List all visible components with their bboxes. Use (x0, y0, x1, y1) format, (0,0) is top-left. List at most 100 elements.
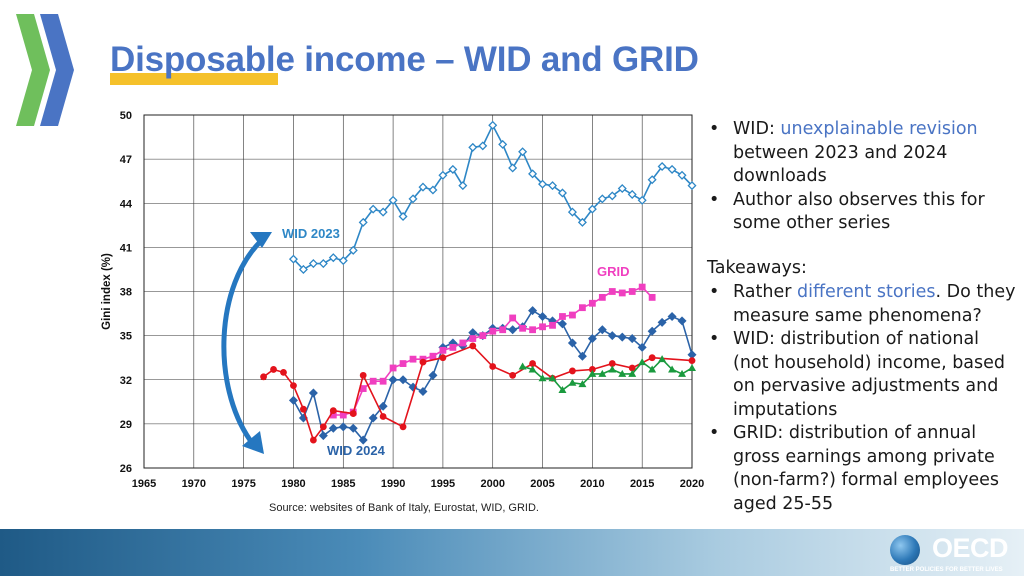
data-point (559, 313, 566, 320)
x-tick-label: 2015 (630, 478, 654, 490)
data-point (657, 317, 667, 327)
data-point (508, 325, 518, 335)
data-point (439, 346, 447, 354)
data-point (578, 380, 587, 388)
top-bullets: WID: unexplainable revision between 2023… (707, 118, 1019, 236)
revision-arrowtail (250, 232, 272, 248)
data-point (318, 431, 328, 441)
data-point (528, 365, 537, 373)
data-point (429, 352, 437, 360)
data-point (398, 211, 408, 222)
data-point (479, 332, 487, 340)
x-tick-label: 1995 (431, 478, 455, 490)
data-point (528, 169, 538, 179)
data-point (339, 411, 347, 419)
data-point (418, 182, 428, 192)
data-point (409, 355, 417, 363)
data-point (608, 288, 616, 295)
data-point (618, 369, 627, 377)
data-point (567, 338, 577, 348)
data-point (529, 360, 536, 367)
revision-arrowhead (242, 431, 264, 454)
x-tick-label: 1970 (182, 478, 206, 490)
data-point (647, 326, 657, 336)
x-tick-label: 1990 (381, 478, 405, 490)
x-tick-label: 1985 (331, 478, 355, 490)
data-point (548, 374, 557, 382)
chart-annotation: GRID (597, 264, 630, 279)
data-point (489, 327, 497, 335)
data-point (587, 204, 597, 214)
data-point (298, 264, 308, 274)
data-point (597, 325, 607, 335)
data-point (438, 170, 448, 180)
data-point (587, 334, 597, 344)
data-point (577, 217, 587, 227)
data-point (597, 194, 607, 204)
data-point (579, 304, 586, 312)
x-tick-label: 2020 (680, 478, 704, 490)
data-point (588, 369, 597, 377)
chevron-right-icon (40, 14, 74, 126)
data-point (617, 184, 627, 194)
oecd-wordmark: OECD (932, 533, 1009, 563)
data-point (270, 366, 277, 373)
data-point (379, 377, 387, 385)
data-point (668, 365, 677, 373)
data-point (389, 364, 397, 372)
data-point (469, 342, 477, 350)
data-point (488, 120, 498, 130)
data-point (348, 423, 358, 433)
data-point (607, 331, 617, 341)
data-point (637, 342, 647, 352)
data-point (657, 161, 667, 171)
data-point (638, 283, 646, 291)
data-point (529, 326, 536, 334)
data-point (588, 366, 596, 373)
takeaways-heading: Takeaways: (707, 257, 807, 278)
data-point (539, 323, 546, 331)
data-point (598, 369, 607, 377)
data-point (557, 319, 567, 329)
data-point (628, 369, 637, 377)
revision-arrow (221, 237, 265, 443)
data-point (667, 164, 677, 174)
y-tick-label: 38 (120, 287, 132, 299)
series-wid-2023 (288, 120, 697, 274)
footer-bar (0, 529, 1024, 576)
y-tick-label: 26 (120, 463, 132, 475)
data-point (509, 314, 517, 322)
data-point (627, 189, 637, 199)
data-point (329, 407, 337, 415)
chart-annotation: WID 2024 (327, 443, 386, 458)
data-point (359, 371, 367, 379)
data-point (569, 311, 576, 319)
data-point (688, 363, 696, 371)
data-point (388, 195, 398, 205)
data-point (388, 375, 398, 385)
data-point (478, 141, 488, 151)
data-point (439, 354, 447, 362)
data-point (308, 388, 318, 398)
data-point (667, 311, 677, 322)
data-point (588, 299, 596, 307)
y-axis-label: Gini index (%) (101, 253, 113, 330)
title-highlight (110, 73, 278, 85)
data-point (577, 351, 587, 361)
data-point (398, 375, 408, 385)
data-point (598, 293, 606, 301)
x-tick-label: 1965 (132, 478, 156, 490)
data-point (518, 147, 528, 157)
series-unlabeled (518, 355, 696, 394)
data-point (368, 204, 378, 214)
data-point (678, 369, 687, 377)
series-line (263, 344, 693, 442)
data-point (328, 423, 338, 433)
data-point (459, 339, 467, 347)
data-point (509, 371, 517, 379)
data-point (348, 245, 358, 255)
data-point (538, 311, 548, 322)
data-point (658, 355, 667, 363)
bullet-item: Rather different stories. Do they measur… (707, 281, 1019, 328)
